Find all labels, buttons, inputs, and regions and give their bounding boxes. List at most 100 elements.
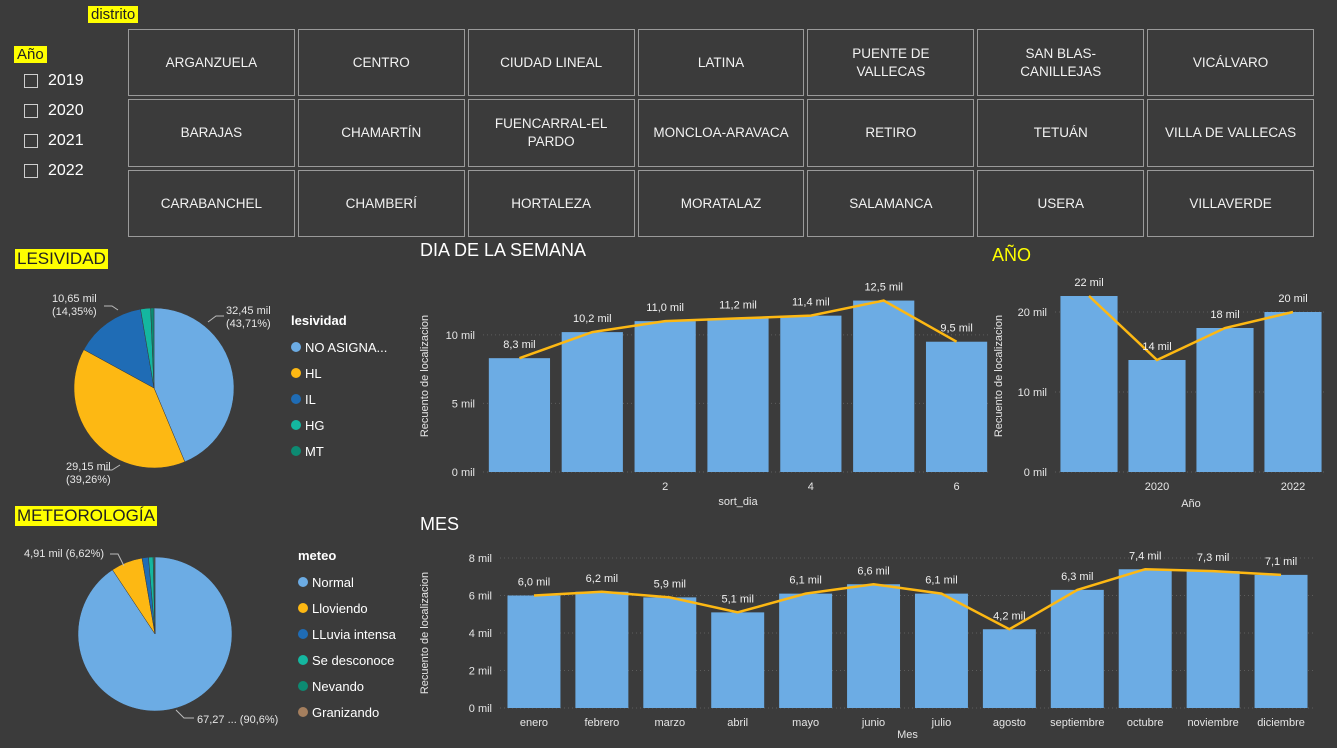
data-label: 5,9 mil — [654, 578, 686, 590]
bar-enero[interactable] — [507, 595, 561, 709]
district-button-retiro[interactable]: RETIRO — [807, 99, 975, 167]
legend-dot-icon — [298, 655, 308, 665]
legend-item-granizando[interactable]: Granizando — [298, 699, 396, 725]
pie-data-label: 29,15 mil (39,26%) — [66, 461, 111, 486]
legend-dot-icon — [291, 342, 301, 352]
bar-septiembre[interactable] — [1050, 589, 1104, 708]
district-button-hortaleza[interactable]: HORTALEZA — [467, 169, 635, 237]
district-button-villaverde[interactable]: VILLAVERDE — [1147, 169, 1314, 237]
district-button-san-blas-canillejas[interactable]: SAN BLAS-CANILLEJAS — [977, 29, 1145, 97]
bar-2021[interactable] — [1196, 328, 1254, 472]
legend-item-il[interactable]: IL — [291, 386, 387, 412]
bar-1[interactable] — [488, 358, 551, 472]
y-tick-label: 5 mil — [452, 398, 475, 410]
x-tick-label: 2 — [662, 481, 668, 493]
bar-7[interactable] — [925, 341, 988, 472]
district-button-moncloa-aravaca[interactable]: MONCLOA-ARAVACA — [637, 99, 805, 167]
legend-item-se-desconoce[interactable]: Se desconoce — [298, 647, 396, 673]
district-button-fuencarral-el-pardo[interactable]: FUENCARRAL-EL PARDO — [467, 99, 635, 167]
y-tick-label: 6 mil — [469, 591, 492, 603]
district-button-vicalvaro[interactable]: VICÁLVARO — [1147, 29, 1314, 97]
weekday-chart: 0 mil 5 mil 10 mil 8,3 mil 10,2 mil 11,0 mil 1… — [419, 282, 990, 508]
year-checkbox[interactable] — [24, 74, 38, 88]
district-button-carabanchel[interactable]: CARABANCHEL — [128, 169, 295, 237]
x-tick-label: 6 — [954, 481, 960, 493]
bar-5[interactable] — [780, 315, 842, 472]
x-tick-label: septiembre — [1050, 717, 1104, 729]
bar-diciembre[interactable] — [1254, 574, 1308, 708]
district-button-moratalaz[interactable]: MORATALAZ — [637, 169, 805, 237]
bar-agosto[interactable] — [982, 629, 1036, 708]
legend-item-hl[interactable]: HL — [291, 360, 387, 386]
legend-label: Granizando — [312, 704, 380, 720]
year-option-2019[interactable]: 2019 — [24, 72, 84, 90]
bar-2020[interactable] — [1128, 360, 1186, 472]
meteo-legend: meteo Normal Lloviendo LLuvia intensa Se de… — [298, 548, 396, 725]
data-label: 8,3 mil — [503, 339, 535, 351]
legend-dot-icon — [298, 577, 308, 587]
trend-line — [1088, 295, 1294, 362]
year-option-label: 2019 — [48, 72, 84, 89]
legend-item-lloviendo[interactable]: Lloviendo — [298, 595, 396, 621]
year-option-2021[interactable]: 2021 — [24, 132, 84, 150]
x-tick-label: marzo — [655, 717, 686, 729]
year-option-2022[interactable]: 2022 — [24, 162, 84, 180]
pie-leader-line — [110, 553, 125, 567]
legend-item-lluvia-intensa[interactable]: LLuvia intensa — [298, 621, 396, 647]
pie-slice-il[interactable] — [83, 308, 155, 389]
meteo-title: METEOROLOGÍA — [15, 506, 157, 526]
legend-item-hg[interactable]: HG — [291, 412, 387, 438]
bar-mayo[interactable] — [779, 593, 833, 708]
pie-slice-hl[interactable] — [73, 349, 186, 469]
legend-dot-icon — [298, 603, 308, 613]
year-option-2020[interactable]: 2020 — [24, 102, 84, 120]
district-button-chamartin[interactable]: CHAMARTÍN — [297, 99, 465, 167]
bar-octubre[interactable] — [1118, 569, 1172, 708]
district-button-puente-de-vallecas[interactable]: PUENTE DE VALLECAS — [807, 29, 975, 97]
bar-3[interactable] — [634, 321, 696, 472]
bar-2022[interactable] — [1264, 312, 1322, 472]
lesividad-legend: lesividad NO ASIGNA... HL IL HG MT — [291, 313, 387, 464]
x-tick-label: 4 — [808, 481, 814, 493]
trend-line — [533, 567, 1282, 631]
district-button-barajas[interactable]: BARAJAS — [128, 99, 295, 167]
pie-slice-mt[interactable] — [150, 307, 155, 389]
district-button-tetuan[interactable]: TETUÁN — [977, 99, 1145, 167]
district-button-arganzuela[interactable]: ARGANZUELA — [128, 29, 295, 97]
district-button-usera[interactable]: USERA — [977, 169, 1145, 237]
pie-slice-granizando[interactable] — [154, 556, 156, 635]
bar-6[interactable] — [853, 300, 915, 472]
bar-abril[interactable] — [711, 612, 765, 708]
bar-2019[interactable] — [1060, 296, 1118, 472]
bar-noviembre[interactable] — [1186, 571, 1240, 708]
legend-item-mt[interactable]: MT — [291, 438, 387, 464]
year-option-label: 2021 — [48, 132, 84, 149]
x-tick-label: mayo — [792, 717, 819, 729]
pie-slice-no-asigna[interactable] — [153, 307, 235, 463]
legend-item-nevando[interactable]: Nevando — [298, 673, 396, 699]
legend-item-no-asigna[interactable]: NO ASIGNA... — [291, 334, 387, 360]
bar-2[interactable] — [561, 332, 623, 472]
meteo-legend-title: meteo — [298, 548, 337, 563]
bar-junio[interactable] — [847, 584, 901, 708]
legend-item-normal[interactable]: Normal — [298, 569, 396, 595]
year-checkbox[interactable] — [24, 134, 38, 148]
bar-4[interactable] — [707, 318, 769, 472]
district-button-ciudad-lineal[interactable]: CIUDAD LINEAL — [467, 29, 635, 97]
year-checkbox[interactable] — [24, 164, 38, 178]
x-tick-label: julio — [931, 717, 952, 729]
district-button-salamanca[interactable]: SALAMANCA — [807, 169, 975, 237]
x-tick-label: diciembre — [1257, 717, 1305, 729]
data-label: 7,3 mil — [1197, 552, 1229, 564]
pie-leader-line — [207, 315, 224, 323]
district-button-latina[interactable]: LATINA — [637, 29, 805, 97]
data-label: 6,1 mil — [925, 575, 957, 587]
year-checkbox[interactable] — [24, 104, 38, 118]
bar-julio[interactable] — [914, 593, 968, 708]
data-label: 20 mil — [1278, 293, 1307, 305]
district-button-villa-de-vallecas[interactable]: VILLA DE VALLECAS — [1147, 99, 1314, 167]
bar-febrero[interactable] — [575, 591, 629, 708]
district-button-centro[interactable]: CENTRO — [297, 29, 465, 97]
bar-marzo[interactable] — [643, 597, 697, 708]
district-button-chamberi[interactable]: CHAMBERÍ — [297, 169, 465, 237]
